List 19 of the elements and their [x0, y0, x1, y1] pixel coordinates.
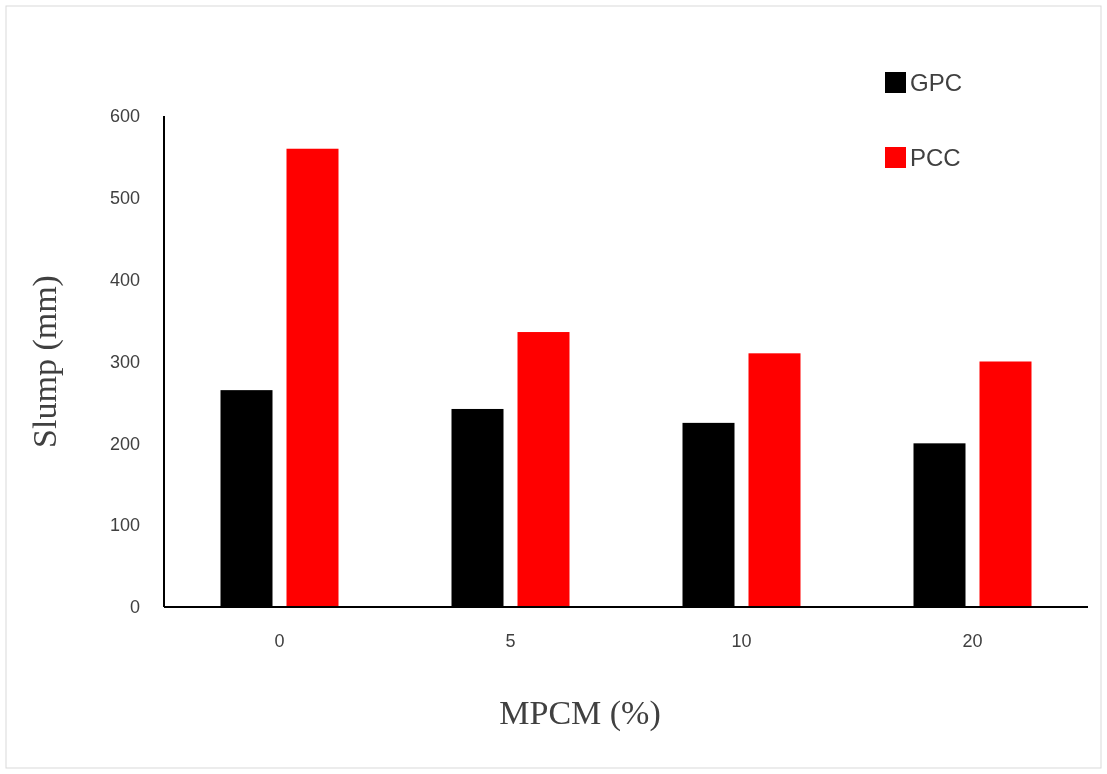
y-tick-label: 0: [129, 597, 140, 618]
bar: [286, 148, 339, 607]
y-tick-label: 600: [109, 106, 140, 127]
y-tick-label: 400: [109, 269, 140, 290]
x-axis-title: MPCM (%): [499, 694, 661, 732]
bar: [517, 332, 570, 607]
x-tick-label: 20: [962, 631, 983, 651]
legend-label: PCC: [910, 144, 961, 172]
y-tick-label: 100: [109, 515, 140, 536]
bar: [748, 353, 801, 607]
x-tick-label: 5: [505, 631, 516, 651]
y-axis-title: Slump (mm): [26, 275, 64, 448]
legend-label: GPC: [910, 69, 963, 97]
y-tick-label: 300: [109, 351, 140, 372]
y-tick-label: 200: [109, 433, 140, 454]
bar: [979, 361, 1032, 607]
x-tick-label: 10: [731, 631, 752, 651]
x-tick-label: 0: [274, 631, 285, 651]
y-tick-label: 500: [109, 188, 140, 209]
